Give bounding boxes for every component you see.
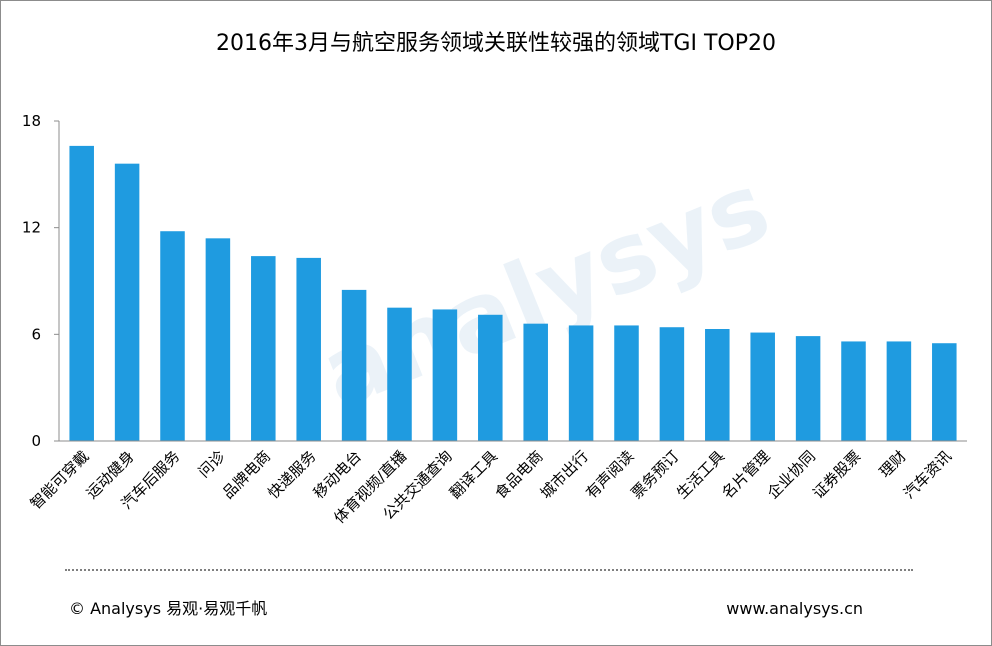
footer-divider — [65, 569, 913, 571]
x-tick-label: 品牌电商 — [219, 447, 274, 502]
x-tick-label: 快递服务 — [264, 447, 319, 502]
bar-14 — [659, 327, 685, 441]
x-tick-label: 智能可穿戴 — [27, 447, 93, 513]
x-tick-label: 名片管理 — [718, 447, 773, 502]
y-tick-label: 6 — [31, 325, 41, 343]
bar-20 — [932, 343, 957, 441]
bar-19 — [886, 341, 912, 441]
bar-3 — [160, 231, 185, 441]
x-tick-label: 生活工具 — [673, 447, 728, 502]
x-tick-label: 翻译工具 — [446, 447, 501, 502]
y-tick-labels: 0 6 12 18 — [22, 112, 41, 450]
bar-2 — [114, 163, 140, 442]
bars — [69, 145, 957, 442]
y-tick-label: 18 — [22, 112, 41, 130]
bar-5 — [251, 256, 276, 441]
bar-8 — [387, 307, 412, 441]
footer-copyright: © Analysys 易观·易观千帆 — [69, 599, 268, 618]
x-tick-label: 票务预订 — [628, 447, 683, 502]
bar-15 — [705, 329, 730, 441]
bar-12 — [568, 325, 594, 441]
x-tick-label: 食品电商 — [491, 447, 546, 502]
bar-7 — [341, 289, 367, 441]
bar-11 — [523, 323, 548, 441]
x-tick-label: 汽车资讯 — [900, 447, 955, 502]
x-tick-label: 企业协同 — [764, 447, 819, 502]
y-tick-label: 12 — [22, 219, 41, 237]
chart-title: 2016年3月与航空服务领域关联性较强的领域TGI TOP20 — [216, 31, 776, 56]
bar-1 — [69, 145, 94, 441]
axes — [54, 120, 967, 442]
bar-9 — [432, 309, 458, 441]
bar-13 — [614, 325, 639, 441]
x-tick-label: 问诊 — [195, 447, 229, 481]
bar-10 — [478, 314, 503, 441]
bar-16 — [750, 332, 775, 441]
x-tick-label: 证券股票 — [809, 447, 864, 502]
bar-17 — [795, 336, 821, 441]
x-tick-label: 有声阅读 — [582, 447, 637, 502]
footer-website[interactable]: www.analysys.cn — [726, 599, 863, 618]
bar-4 — [205, 238, 231, 441]
bar-6 — [296, 257, 321, 441]
bar-18 — [841, 341, 866, 441]
x-tick-label: 理财 — [876, 447, 910, 481]
x-tick-label: 城市出行 — [537, 447, 592, 502]
y-tick-label: 0 — [31, 432, 41, 450]
